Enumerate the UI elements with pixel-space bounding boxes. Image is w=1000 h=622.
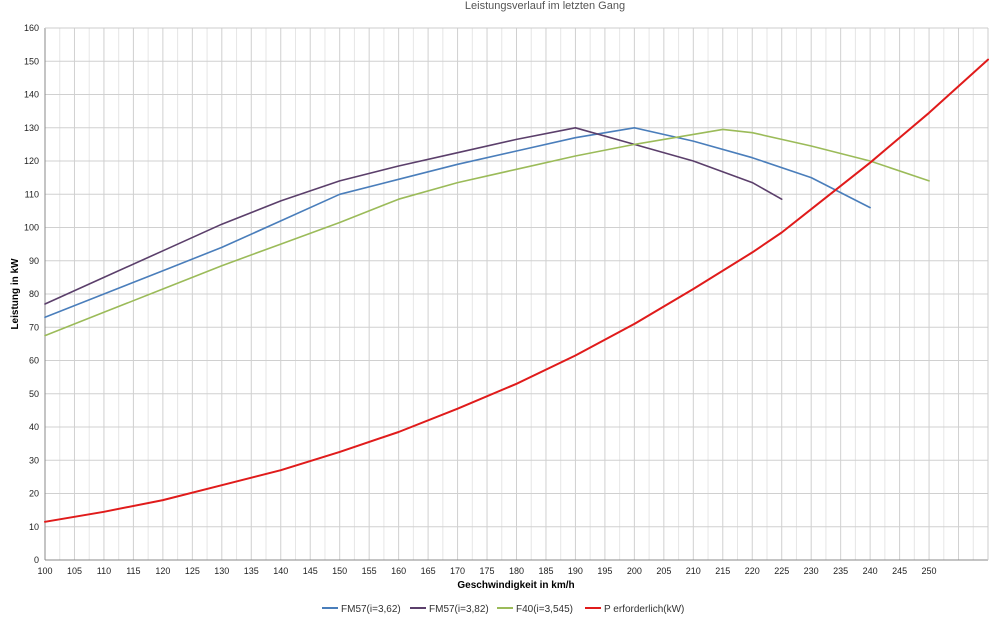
legend-entry: FM57(i=3,62) — [341, 604, 401, 615]
x-tick-label: 185 — [538, 566, 553, 576]
x-tick-label: 210 — [686, 566, 701, 576]
grid — [44, 27, 989, 561]
x-tick-label: 165 — [421, 566, 436, 576]
y-tick-label: 120 — [24, 156, 39, 166]
x-tick-label: 180 — [509, 566, 524, 576]
x-tick-label: 155 — [362, 566, 377, 576]
y-tick-label: 60 — [29, 356, 39, 366]
chart-title: Leistungsverlauf im letzten Gang — [465, 0, 625, 12]
x-tick-label: 125 — [185, 566, 200, 576]
y-tick-label: 140 — [24, 90, 39, 100]
x-tick-label: 115 — [126, 566, 140, 576]
y-tick-label: 160 — [24, 23, 39, 33]
series-line — [44, 128, 930, 337]
y-tick-labels: 0 10 20 30 40 50 60 70 80 90 100 110 120 130 140 150 160 — [24, 23, 39, 565]
x-tick-label: 160 — [391, 566, 406, 576]
x-tick-label: 225 — [774, 566, 789, 576]
x-tick-label: 215 — [715, 566, 730, 576]
x-tick-label: 175 — [480, 566, 495, 576]
series-line — [44, 127, 783, 305]
x-tick-label: 245 — [892, 566, 907, 576]
series-line — [44, 58, 989, 523]
series-line — [44, 127, 871, 319]
x-tick-label: 230 — [804, 566, 819, 576]
y-tick-label: 10 — [29, 522, 39, 532]
legend-entry: FM57(i=3,82) — [429, 604, 489, 615]
x-tick-label: 250 — [922, 566, 937, 576]
x-tick-label: 205 — [656, 566, 671, 576]
legend-entry: F40(i=3,545) — [516, 604, 573, 615]
x-tick-label: 110 — [97, 566, 111, 576]
x-tick-label: 130 — [214, 566, 229, 576]
x-tick-label: 150 — [332, 566, 347, 576]
x-tick-label: 235 — [833, 566, 848, 576]
y-tick-label: 100 — [24, 223, 39, 233]
legend: FM57(i=3,62) FM57(i=3,82) F40(i=3,545) P er… — [322, 604, 684, 615]
axes — [44, 27, 989, 561]
y-tick-label: 70 — [29, 322, 39, 332]
y-tick-label: 110 — [25, 189, 39, 199]
y-tick-label: 150 — [24, 56, 39, 66]
x-tick-label: 135 — [244, 566, 259, 576]
y-tick-label: 30 — [29, 455, 39, 465]
x-tick-label: 240 — [863, 566, 878, 576]
x-tick-label: 100 — [37, 566, 52, 576]
series-lines — [44, 58, 989, 523]
x-tick-label: 190 — [568, 566, 583, 576]
y-axis-label: Leistung in kW — [10, 258, 21, 330]
y-tick-label: 50 — [29, 389, 39, 399]
y-tick-label: 80 — [29, 289, 39, 299]
y-tick-label: 90 — [29, 256, 39, 266]
x-tick-label: 170 — [450, 566, 465, 576]
x-tick-label: 145 — [303, 566, 318, 576]
y-tick-label: 0 — [34, 555, 39, 565]
x-tick-labels: 100 105 110 115 120 125 130 135 140 145 150 155 160 1… — [37, 566, 936, 576]
y-tick-label: 40 — [29, 422, 39, 432]
x-tick-label: 195 — [597, 566, 612, 576]
x-tick-label: 220 — [745, 566, 760, 576]
legend-entry: P erforderlich(kW) — [604, 604, 684, 615]
y-tick-label: 20 — [29, 489, 39, 499]
x-tick-label: 120 — [155, 566, 170, 576]
x-axis-label: Geschwindigkeit in km/h — [457, 580, 574, 591]
x-tick-label: 105 — [67, 566, 82, 576]
x-tick-label: 140 — [273, 566, 288, 576]
y-tick-label: 130 — [24, 123, 39, 133]
x-tick-label: 200 — [627, 566, 642, 576]
